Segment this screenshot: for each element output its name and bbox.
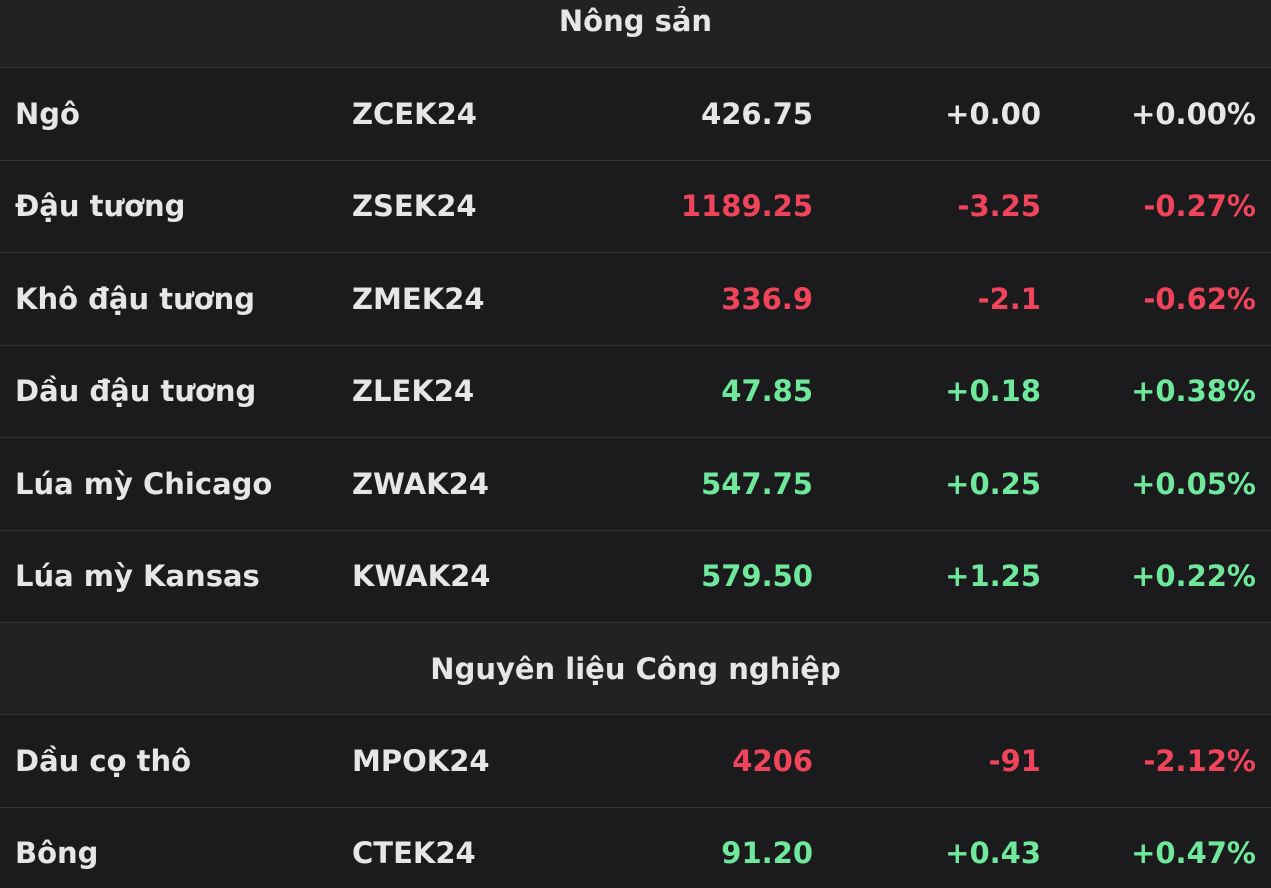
commodity-row: Lúa mỳ Kansas KWAK24 579.50 +1.25 +0.22%: [0, 531, 1271, 623]
commodity-name: Khô đậu tương: [15, 281, 256, 316]
commodity-percent: +0.38%: [1131, 374, 1256, 409]
commodity-percent: -2.12%: [1143, 743, 1256, 778]
commodity-percent: -0.27%: [1143, 189, 1256, 224]
commodity-percent: +0.47%: [1131, 836, 1256, 871]
commodity-row: Dầu cọ thô MPOK24 4206 -91 -2.12%: [0, 715, 1271, 808]
section-title: Nguyên liệu Công nghiệp: [430, 651, 841, 686]
commodity-change: -3.25: [957, 189, 1041, 224]
commodity-symbol: ZWAK24: [352, 466, 489, 501]
commodity-symbol: KWAK24: [352, 559, 491, 594]
commodity-price: 547.75: [701, 466, 813, 501]
section-header: Nông sản: [0, 0, 1271, 68]
commodity-price: 47.85: [721, 374, 813, 409]
commodity-name: Ngô: [15, 96, 80, 131]
commodity-percent: -0.62%: [1143, 281, 1256, 316]
section-header: Nguyên liệu Công nghiệp: [0, 623, 1271, 715]
commodity-name: Lúa mỳ Kansas: [15, 559, 260, 594]
commodity-row: Lúa mỳ Chicago ZWAK24 547.75 +0.25 +0.05%: [0, 438, 1271, 531]
commodity-price: 579.50: [701, 559, 813, 594]
commodity-name: Dầu đậu tương: [15, 374, 257, 409]
commodity-price: 426.75: [701, 96, 813, 131]
commodity-row: Đậu tương ZSEK24 1189.25 -3.25 -0.27%: [0, 161, 1271, 253]
commodity-change: +0.43: [945, 836, 1041, 871]
commodity-change: -2.1: [977, 281, 1041, 316]
commodity-symbol: ZSEK24: [352, 189, 477, 224]
commodity-symbol: MPOK24: [352, 743, 490, 778]
commodity-change: +0.18: [945, 374, 1041, 409]
commodity-price: 4206: [732, 743, 813, 778]
commodity-symbol: ZMEK24: [352, 281, 485, 316]
commodity-row: Ngô ZCEK24 426.75 +0.00 +0.00%: [0, 68, 1271, 161]
commodity-change: +0.25: [945, 466, 1041, 501]
commodity-row: Bông CTEK24 91.20 +0.43 +0.47%: [0, 808, 1271, 888]
commodity-percent: +0.00%: [1131, 96, 1256, 131]
commodity-price: 1189.25: [680, 189, 813, 224]
commodity-symbol: ZCEK24: [352, 96, 477, 131]
commodity-price: 91.20: [721, 836, 813, 871]
commodity-name: Dầu cọ thô: [15, 743, 192, 778]
commodity-row: Dầu đậu tương ZLEK24 47.85 +0.18 +0.38%: [0, 346, 1271, 438]
commodity-name: Bông: [15, 836, 99, 871]
commodity-change: +1.25: [945, 559, 1041, 594]
section-title: Nông sản: [558, 4, 713, 38]
commodity-symbol: ZLEK24: [352, 374, 475, 409]
commodity-name: Lúa mỳ Chicago: [15, 466, 273, 501]
commodity-percent: +0.05%: [1131, 466, 1256, 501]
commodity-change: -91: [988, 743, 1041, 778]
commodity-percent: +0.22%: [1131, 559, 1256, 594]
commodity-change: +0.00: [945, 96, 1041, 131]
commodity-name: Đậu tương: [15, 189, 186, 224]
commodity-row: Khô đậu tương ZMEK24 336.9 -2.1 -0.62%: [0, 253, 1271, 346]
commodity-symbol: CTEK24: [352, 836, 476, 871]
commodity-price: 336.9: [721, 281, 813, 316]
